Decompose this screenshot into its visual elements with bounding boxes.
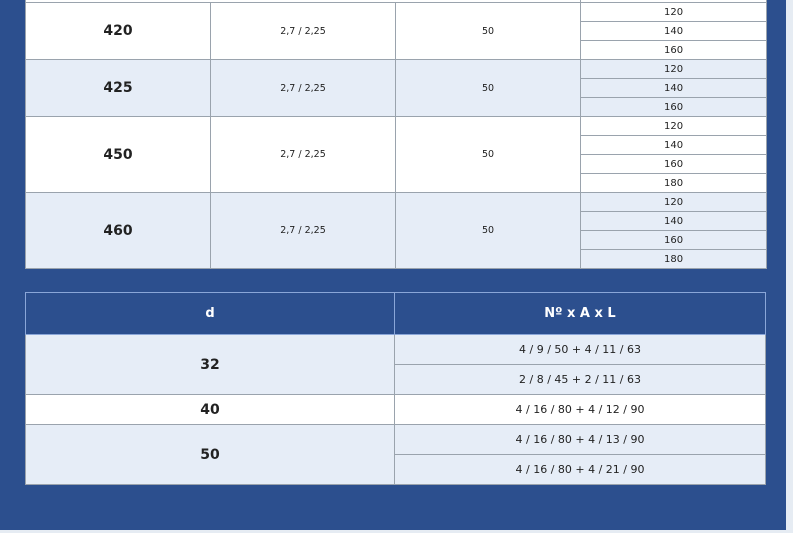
fastener-spec-cell: 2 / 8 / 45 + 2 / 11 / 63 bbox=[394, 364, 766, 395]
header-nxaxl: Nº x A x L bbox=[394, 292, 766, 335]
diameter-cell: 420 bbox=[25, 2, 211, 60]
diameter-cell: 50 bbox=[25, 424, 395, 485]
table-row: 450 2,7 / 2,25 50 120 bbox=[25, 116, 768, 193]
thickness-cell: 2,7 / 2,25 bbox=[210, 116, 396, 193]
length-cell: 140 bbox=[580, 21, 768, 41]
value-cell: 50 bbox=[394, 192, 582, 269]
length-cell: 120 bbox=[580, 116, 768, 136]
fastener-spec-cell: 4 / 16 / 80 + 4 / 13 / 90 bbox=[394, 424, 766, 455]
fastener-spec-cell: 4 / 16 / 80 + 4 / 21 / 90 bbox=[394, 454, 766, 485]
thickness-cell: 2,7 / 2,25 bbox=[210, 59, 396, 117]
header-d: d bbox=[25, 292, 395, 335]
length-cell: 120 bbox=[580, 192, 768, 212]
length-cell: 160 bbox=[580, 97, 768, 117]
fastener-spec-cell: 4 / 9 / 50 + 4 / 11 / 63 bbox=[394, 334, 766, 365]
length-cell: 120 bbox=[580, 59, 768, 79]
length-cell: 160 bbox=[580, 230, 768, 250]
table-row: 460 2,7 / 2,25 50 120 bbox=[25, 192, 768, 269]
length-cell: 140 bbox=[580, 211, 768, 231]
diameter-cell: 40 bbox=[25, 394, 395, 425]
table-row: 40 4 / 16 / 80 + 4 / 12 / 90 bbox=[25, 394, 766, 425]
table-row: 140 bbox=[26, 211, 768, 231]
diameter-cell: 450 bbox=[25, 116, 211, 193]
value-cell: 50 bbox=[394, 2, 582, 60]
length-cell: 160 bbox=[580, 40, 768, 60]
length-cell: 160 bbox=[580, 154, 768, 174]
table-row: 140 bbox=[26, 78, 768, 98]
diameter-cell: 425 bbox=[25, 59, 211, 117]
diameter-cell: 32 bbox=[25, 334, 395, 395]
thickness-cell: 2,7 / 2,25 bbox=[210, 2, 396, 60]
thickness-cell: 2,7 / 2,25 bbox=[210, 192, 396, 269]
table-row: 425 2,7 / 2,25 50 120 bbox=[25, 59, 768, 117]
length-cell: 180 bbox=[580, 249, 768, 269]
table-row: 140 bbox=[26, 21, 768, 41]
value-cell: 50 bbox=[394, 59, 582, 117]
table-row: 160 bbox=[26, 154, 768, 174]
table-row: 160 bbox=[26, 230, 768, 250]
fastener-spec-cell: 4 / 16 / 80 + 4 / 12 / 90 bbox=[394, 394, 766, 425]
table-row: 160 bbox=[26, 97, 768, 117]
length-cell: 140 bbox=[580, 78, 768, 98]
length-cell: 180 bbox=[580, 173, 768, 193]
length-cell: 140 bbox=[580, 135, 768, 155]
table-row: 420 2,7 / 2,25 50 120 bbox=[25, 2, 768, 60]
fasteners-table: d Nº x A x L 32 4 / 9 / 50 + 4 / 11 / 63 2… bbox=[25, 292, 766, 485]
table-row: 180 bbox=[26, 249, 768, 269]
table-row: 32 4 / 9 / 50 + 4 / 11 / 63 bbox=[25, 334, 766, 395]
table-row: 4 / 16 / 80 + 4 / 21 / 90 bbox=[26, 454, 766, 485]
diameter-cell: 460 bbox=[25, 192, 211, 269]
value-cell: 50 bbox=[394, 116, 582, 193]
table-row: 50 4 / 16 / 80 + 4 / 13 / 90 bbox=[25, 424, 766, 485]
length-cell: 120 bbox=[580, 2, 768, 22]
